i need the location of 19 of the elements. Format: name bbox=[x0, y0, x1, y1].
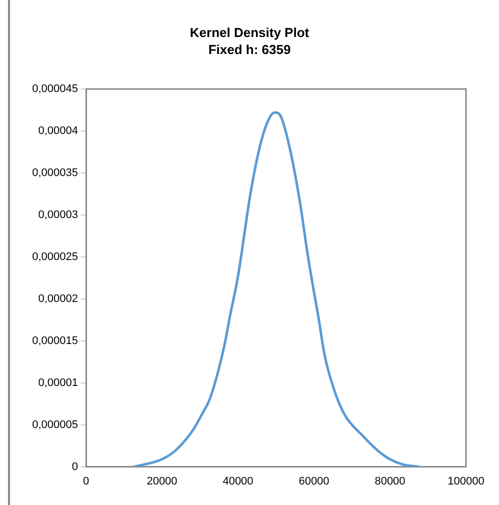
x-tick-label: 40000 bbox=[222, 475, 254, 488]
y-tick-label: 0,000005 bbox=[32, 418, 78, 431]
y-tick-label: 0,00001 bbox=[38, 376, 78, 389]
x-tick-label: 60000 bbox=[298, 475, 330, 488]
y-tick-label: 0,00002 bbox=[38, 292, 78, 305]
y-tick-label: 0,00004 bbox=[38, 125, 78, 138]
x-tick-label: 20000 bbox=[146, 475, 178, 488]
x-tick-label: 100000 bbox=[448, 475, 484, 488]
y-tick-label: 0,000025 bbox=[32, 250, 78, 263]
x-tick-label: 0 bbox=[82, 475, 90, 488]
line-series bbox=[132, 111, 421, 467]
y-tick-label: 0,000015 bbox=[32, 334, 78, 347]
chart-subtitle: Fixed h: 6359 bbox=[207, 41, 292, 58]
y-tick-label: 0,000035 bbox=[32, 166, 78, 179]
x-tick-label: 80000 bbox=[374, 475, 406, 488]
y-tick-label: 0,00003 bbox=[38, 208, 78, 221]
y-tick-label: 0,000045 bbox=[32, 83, 78, 96]
chart-title: Kernel Density Plot bbox=[188, 24, 310, 41]
y-tick-label: 0 bbox=[72, 460, 78, 473]
